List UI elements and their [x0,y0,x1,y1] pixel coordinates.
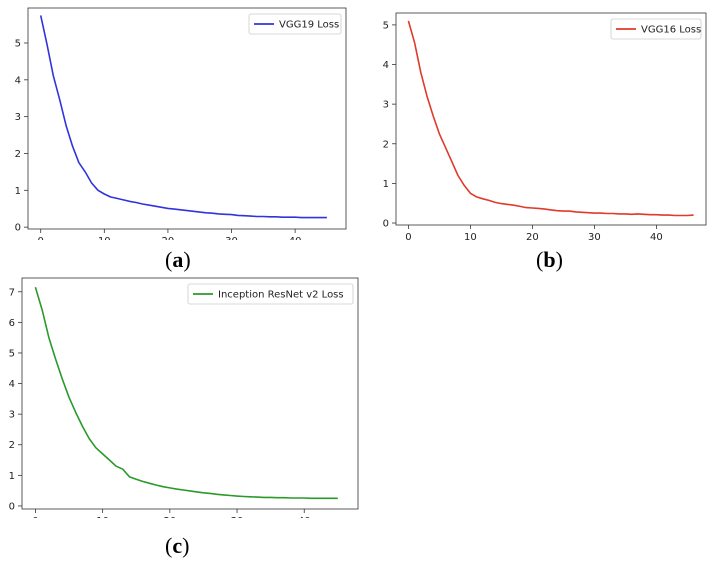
legend-label: VGG16 Loss [641,25,701,36]
y-tick-label: 1 [15,186,21,197]
caption-c-label: c [172,533,183,558]
legend-box [610,18,702,40]
caption-c: (c) [165,533,190,558]
y-tick-label: 2 [383,139,389,150]
y-tick-label: 3 [15,112,21,123]
legend-label: Inception ResNet v2 Loss [218,290,344,301]
series-line-inception-resnet-v2-loss [34,286,338,500]
chart-b-svg: 0 10 20 30 40 0 1 2 3 4 5 VGG16 Loss [383,12,707,240]
x-tick-label: 30 [588,232,601,240]
y-tick-label: 1 [9,471,15,482]
plot-frame [395,12,707,226]
chart-panel-b: 0 10 20 30 40 0 1 2 3 4 5 VGG16 Loss [370,0,710,240]
y-tick-label: 4 [383,60,389,71]
y-tick-label: 5 [9,348,15,359]
y-tick-label: 7 [9,287,15,298]
y-tick-label: 0 [383,219,389,230]
chart-panel-a: 0 10 20 30 40 0 1 2 3 4 5 VGG19 Loss [0,0,350,240]
x-tick-label: 0 [405,232,411,240]
legend: VGG16 Loss [610,18,702,40]
legend-box [187,283,354,305]
chart-a-svg: 0 10 20 30 40 0 1 2 3 4 5 VGG19 Loss [15,7,347,240]
y-tick-label: 2 [15,149,21,160]
caption-a-label: a [172,247,184,272]
y-tick-label: 3 [383,100,389,111]
y-tick-label: 4 [9,379,15,390]
x-tick-label: 40 [650,232,663,240]
legend: Inception ResNet v2 Loss [187,283,354,305]
series-line-vgg16-loss [407,20,694,217]
y-tick-label: 4 [15,75,21,86]
series-line-vgg19-loss [39,15,327,219]
x-tick-label: 0 [38,236,44,240]
y-tick-label: 0 [15,223,21,234]
x-tick-label: 0 [32,516,38,518]
y-tick-label: 1 [383,179,389,190]
y-tick-label: 3 [9,410,15,421]
x-tick-label: 30 [225,236,238,240]
y-tick-label: 5 [15,38,21,49]
x-tick-label: 40 [289,236,302,240]
x-tick-label: 20 [162,236,175,240]
caption-a: (a) [165,247,191,272]
x-tick-label: 10 [96,516,109,518]
caption-b-label: b [543,247,556,272]
chart-c-svg: 0 10 20 30 40 0 1 2 3 4 5 6 7 Inception ResNet v2 Los… [9,277,359,518]
x-tick-label: 20 [526,232,539,240]
legend-label: VGG19 Loss [279,20,339,31]
chart-panel-c: 0 10 20 30 40 0 1 2 3 4 5 6 7 Inception ResNet v2 Los… [0,273,362,518]
legend: VGG19 Loss [248,13,342,35]
x-tick-label: 30 [231,516,244,518]
plot-frame [21,277,359,510]
x-tick-label: 20 [163,516,176,518]
x-tick-label: 40 [298,516,311,518]
x-tick-label: 10 [98,236,111,240]
y-tick-label: 0 [9,501,15,512]
legend-box [248,13,342,35]
y-tick-label: 2 [9,440,15,451]
x-tick-label: 10 [464,232,477,240]
y-tick-label: 6 [9,318,15,329]
plot-frame [27,7,347,230]
caption-b: (b) [536,247,563,272]
y-tick-label: 5 [383,20,389,31]
